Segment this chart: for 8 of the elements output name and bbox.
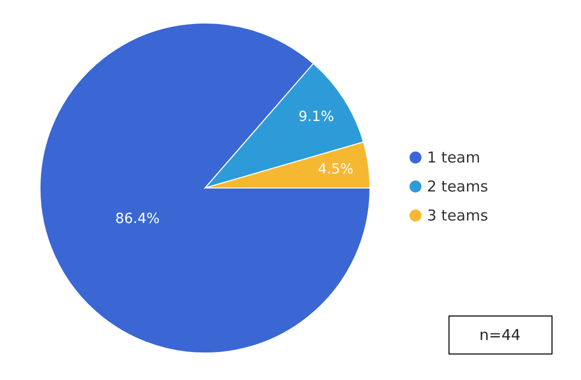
legend-label: 3 teams [427, 206, 488, 224]
legend-label: 1 team [427, 148, 480, 166]
text: n=44 [479, 326, 521, 344]
pie-slice [40, 22, 370, 354]
legend-label: 2 teams [427, 178, 488, 196]
data-label: 4.5% [318, 161, 354, 178]
data-label: 86.4% [115, 210, 160, 227]
data-label: 9.1% [298, 108, 334, 125]
